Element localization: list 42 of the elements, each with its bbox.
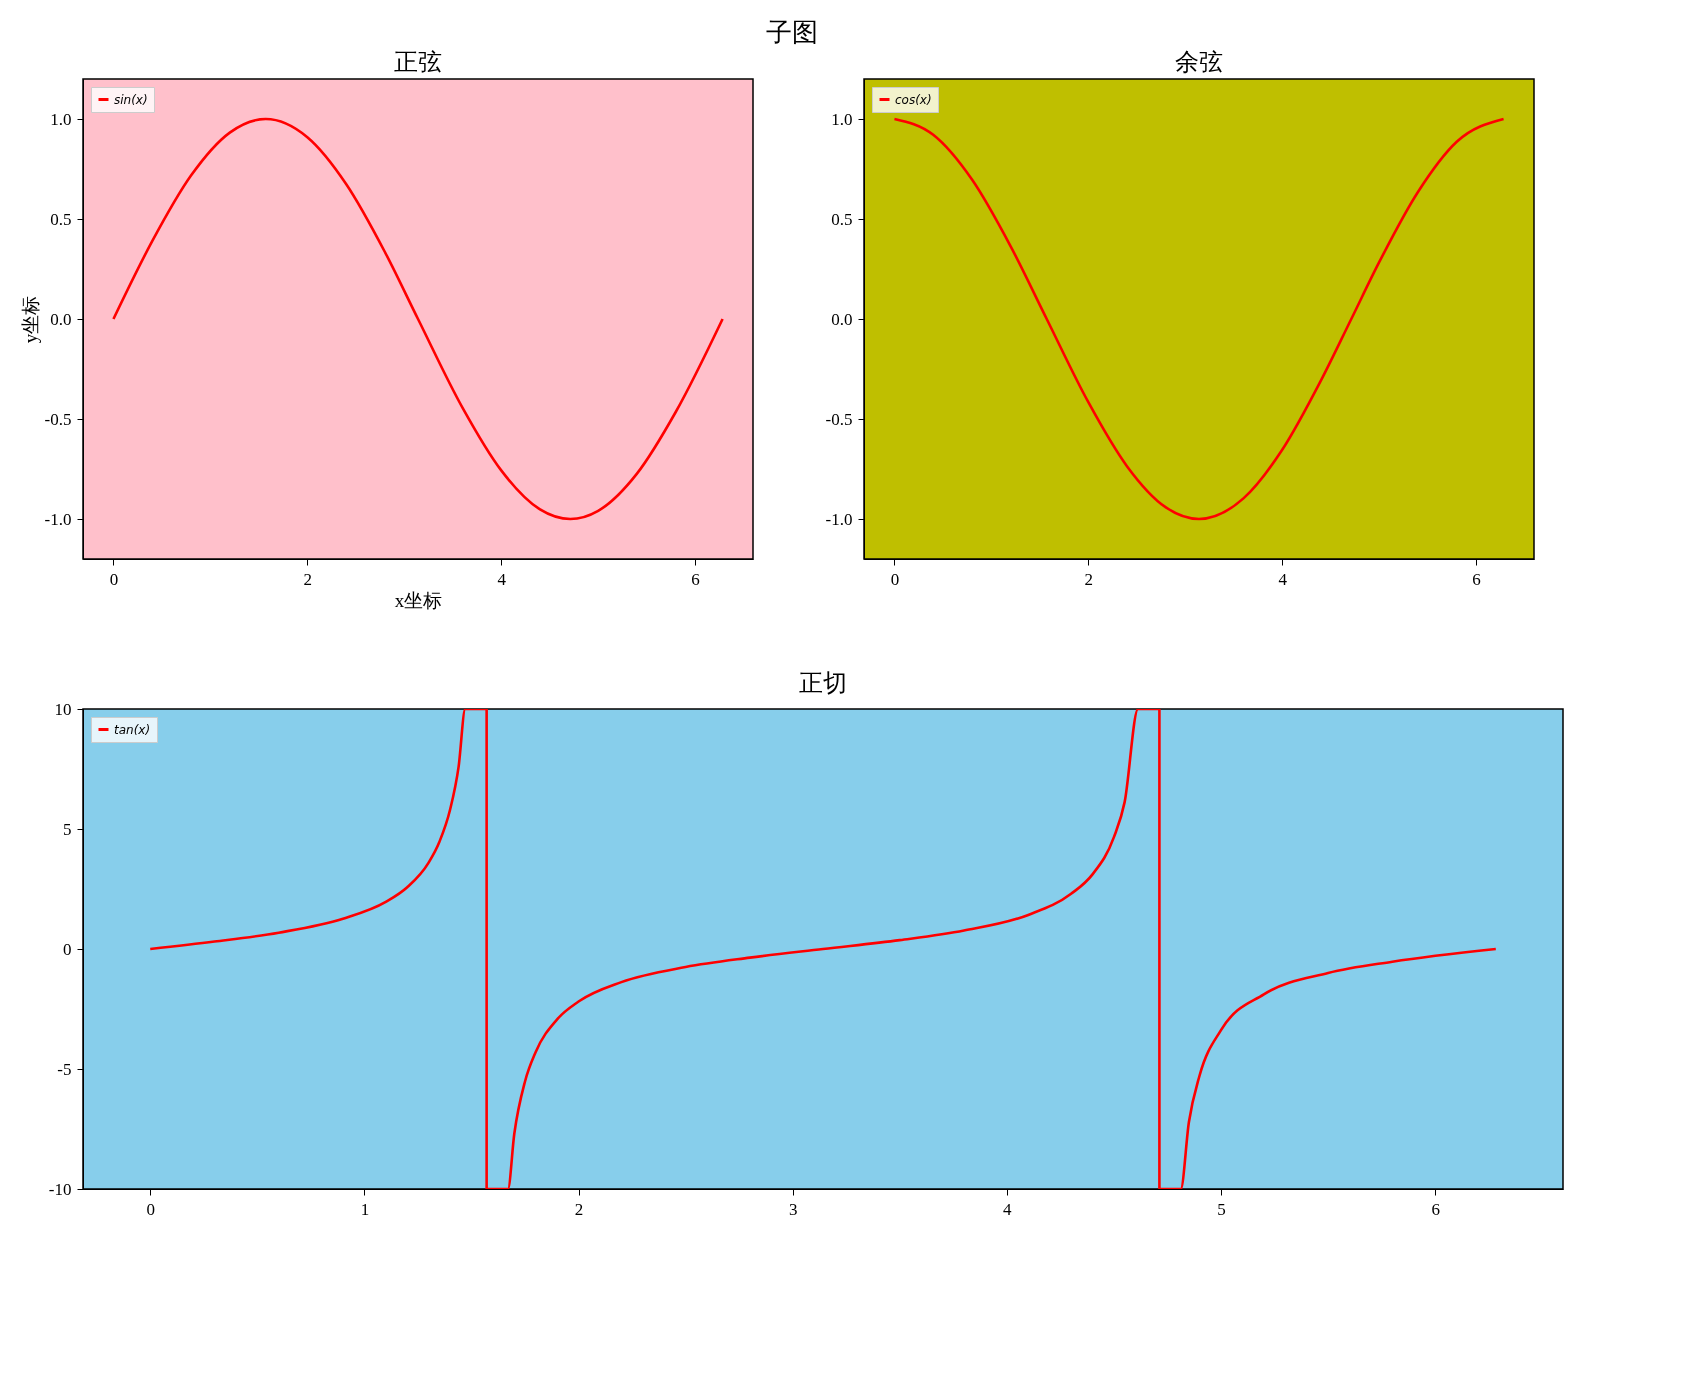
legend-label: tan(x)	[114, 722, 151, 737]
x-tick-label: 6	[1472, 569, 1481, 589]
x-tick-label: 5	[1217, 1199, 1226, 1219]
x-tick-label: 4	[1278, 569, 1288, 589]
x-tick-label: 0	[146, 1199, 155, 1219]
y-tick-label: -1.0	[825, 509, 853, 529]
y-tick-label: -5	[57, 1059, 72, 1079]
chart-title: 正弦	[394, 49, 442, 75]
legend-label: cos(x)	[895, 92, 932, 107]
x-axis-title: x坐标	[394, 589, 443, 611]
y-axis-title: y坐标	[19, 295, 41, 344]
y-tick-label: -0.5	[44, 409, 72, 429]
x-tick-label: 4	[1003, 1199, 1013, 1219]
chart-title: 余弦	[1175, 49, 1223, 75]
x-tick-label: 2	[303, 569, 313, 589]
y-tick-label: -0.5	[825, 409, 853, 429]
x-tick-label: 3	[788, 1199, 798, 1219]
legend-label: sin(x)	[114, 92, 148, 107]
x-tick-label: 4	[497, 569, 507, 589]
y-tick-label: 0.5	[831, 209, 853, 229]
line-series	[893, 117, 1505, 521]
y-tick-label: 5	[63, 819, 72, 839]
y-tick-label: 0.0	[831, 309, 853, 329]
x-tick-label: 2	[574, 1199, 584, 1219]
y-tick-label: 0	[63, 939, 72, 959]
line-series	[148, 709, 1498, 1189]
chart-title: 正切	[799, 670, 847, 696]
x-tick-label: 2	[1084, 569, 1094, 589]
y-tick-label: 0.5	[50, 209, 72, 229]
x-tick-label: 6	[1431, 1199, 1440, 1219]
x-tick-label: 0	[890, 569, 900, 589]
y-tick-label: 10	[54, 699, 72, 719]
y-tick-label: -1.0	[44, 509, 72, 529]
y-tick-label: 1.0	[50, 109, 72, 129]
x-tick-label: 6	[691, 569, 700, 589]
y-tick-label: 0.0	[50, 309, 72, 329]
line-series	[112, 117, 724, 521]
x-tick-label: 1	[360, 1199, 370, 1219]
text: 子图	[766, 18, 819, 48]
y-tick-label: 1.0	[831, 109, 853, 129]
x-tick-label: 0	[109, 569, 119, 589]
y-tick-label: -10	[48, 1179, 72, 1199]
